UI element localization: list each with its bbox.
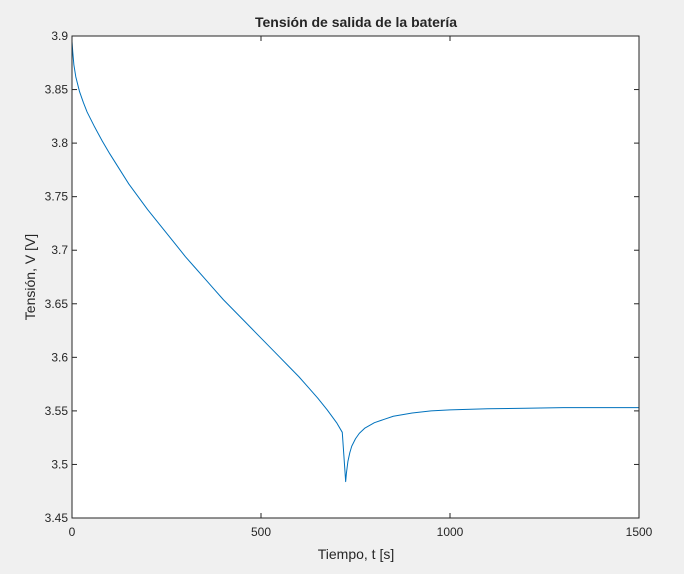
x-tick-label: 1000 xyxy=(437,525,464,539)
series-layer xyxy=(71,41,639,483)
y-tick-label: 3.8 xyxy=(51,136,68,150)
x-tick-label: 500 xyxy=(251,525,271,539)
y-tick-label: 3.6 xyxy=(51,350,68,364)
ticks-layer: 0 500 1000 1500 3.45 3.5 3.55 3.6 3.65 3.7 3.75 3.8… xyxy=(45,29,653,539)
chart-title: Tensión de salida de la batería xyxy=(255,14,457,30)
series-line xyxy=(71,41,639,483)
y-tick-label: 3.65 xyxy=(45,297,69,311)
y-tick-label: 3.55 xyxy=(45,404,69,418)
y-tick-label: 3.5 xyxy=(51,457,68,471)
y-tick-label: 3.7 xyxy=(51,243,68,257)
axes-box xyxy=(71,35,640,519)
y-tick-label: 3.85 xyxy=(45,83,69,97)
x-axis-label: Tiempo, t [s] xyxy=(318,546,395,562)
y-tick-label: 3.45 xyxy=(45,511,69,525)
x-tick-label: 0 xyxy=(69,525,76,539)
y-axis-label: Tensión, V [V] xyxy=(22,234,38,320)
y-tick-label: 3.75 xyxy=(45,190,69,204)
x-tick-label: 1500 xyxy=(626,525,653,539)
plot-area xyxy=(72,36,639,518)
y-tick-label: 3.9 xyxy=(51,29,68,43)
